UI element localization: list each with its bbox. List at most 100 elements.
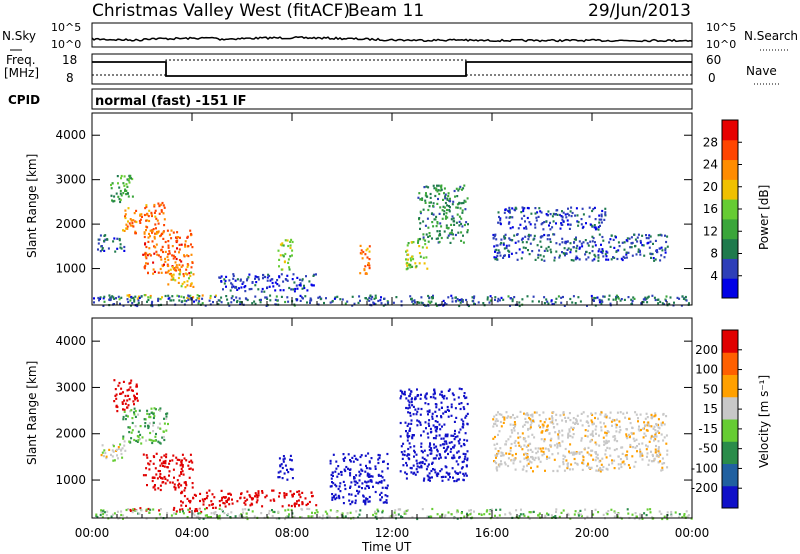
power-cells-cell-6 [238, 287, 240, 290]
vel-cells-cell-10 [670, 514, 673, 517]
vel-cells-cell-3 [182, 473, 185, 476]
vel-cells-cell-9 [652, 435, 655, 439]
vel-cells-cell-10 [377, 510, 380, 513]
power-cells-cell-13 [593, 299, 595, 302]
power-cells-cell-1 [127, 178, 130, 181]
power-cells-cell-6 [262, 277, 264, 280]
colorbar-segment [722, 419, 738, 442]
vel-cells-cell-9 [574, 422, 576, 425]
vel-cells-cell-10 [349, 511, 352, 514]
power-cells-cell-13 [676, 296, 679, 299]
vel-cells-cell-10 [316, 511, 319, 514]
power-cells-cell-3 [142, 253, 145, 256]
power-cells-cell-11 [493, 256, 496, 259]
vel-cells-cell-8 [416, 394, 419, 398]
vel-cells-cell-9 [504, 463, 507, 466]
power-cells-cell-10 [460, 217, 463, 220]
power-cells-cell-13 [183, 299, 186, 302]
vel-cells-cell-4 [183, 489, 186, 492]
vel-cells-cell-9 [553, 458, 556, 461]
vel-cells-cell-9 [576, 422, 579, 425]
power-cells-cell-3 [186, 254, 189, 257]
vel-cells-cell-10 [287, 508, 290, 511]
vel-cells-cell-10 [403, 511, 406, 514]
power-cells-cell-12 [549, 221, 551, 224]
vel-cells-cell-9 [581, 424, 584, 427]
vel-cells-cell-10 [284, 517, 287, 521]
power-cells-cell-11 [509, 238, 512, 241]
colorbar-tick-label: 20 [703, 180, 718, 194]
vel-cells-cell-8 [420, 449, 423, 453]
power-cells-cell-3 [156, 253, 159, 256]
power-cells-cell-3 [189, 234, 192, 237]
power-cells-cell-5 [143, 294, 146, 297]
power-cells-cell-11 [666, 245, 669, 248]
vel-cells-cell-9 [599, 421, 602, 424]
vel-cells-cell-8 [445, 397, 448, 400]
vel-cells-cell-8 [436, 448, 439, 451]
power-cells-cell-13 [334, 296, 337, 299]
vel-cells-cell-8 [428, 445, 431, 448]
power-cells-cell-2 [125, 223, 128, 226]
vel-cells-cell-2 [148, 415, 151, 419]
power-cells-cell-2 [146, 226, 149, 229]
vel-cells-cell-9 [495, 413, 498, 416]
power-cells-cell-6 [292, 288, 295, 291]
vel-cells-cell-8 [408, 442, 411, 445]
power-cells-cell-1 [112, 200, 115, 203]
power-cells-cell-2 [134, 230, 137, 233]
vel-cells-cell-4 [202, 500, 205, 503]
noise-sky-label: N.Sky [2, 29, 36, 43]
vel-cells-cell-9 [493, 443, 496, 446]
power-cells-cell-3 [145, 245, 148, 249]
vel-cells-cell-8 [415, 468, 418, 471]
vel-cells-cell-7 [374, 490, 377, 494]
vel-cells-cell-8 [454, 436, 457, 439]
power-cells-cell-13 [627, 296, 630, 299]
power-cells-cell-11 [628, 237, 631, 240]
power-cells-cell-11 [602, 255, 605, 258]
vel-cells-cell-10 [358, 513, 361, 516]
power-cells-cell-13 [553, 303, 555, 306]
vel-cells-cell-7 [337, 472, 340, 475]
power-cells-cell-12 [498, 215, 500, 219]
power-cells-cell-6 [257, 288, 260, 291]
vel-cells-cell-8 [408, 388, 411, 391]
vel-cells-cell-4 [299, 496, 302, 499]
power-cells-cell-13 [454, 296, 457, 299]
vel-cells-cell-10 [199, 508, 201, 511]
power-cells-cell-13 [226, 298, 229, 301]
vel-cells-cell-9 [497, 452, 500, 455]
vel-cells-cell-9 [661, 462, 664, 465]
vel-cells-cell-1 [130, 379, 133, 382]
vel-cells-cell-10 [504, 513, 507, 516]
vel-cells-cell-9 [621, 452, 624, 455]
power-cells-cell-0 [100, 245, 103, 248]
power-cells-cell-13 [409, 295, 412, 298]
power-cells-cell-10 [421, 198, 424, 201]
vel-cells-cell-9 [656, 430, 659, 433]
power-cells-cell-9 [417, 241, 419, 244]
power-cells-cell-13 [643, 297, 646, 300]
power-cells-cell-11 [623, 241, 626, 244]
power-cells-cell-10 [419, 198, 422, 201]
power-cells-cell-12 [564, 213, 567, 216]
power-cells-cell-10 [449, 241, 452, 244]
vel-cells-cell-9 [569, 468, 571, 471]
vel-cells-cell-9 [527, 427, 530, 431]
power-cells-cell-11 [555, 250, 558, 253]
power-cells-cell-13 [181, 300, 184, 303]
vel-cells-cell-2 [131, 417, 134, 420]
vel-cells-cell-6 [289, 454, 292, 457]
vel-cells-cell-6 [282, 460, 285, 463]
vel-cells-cell-9 [537, 458, 540, 461]
vel-cells-cell-10 [376, 515, 378, 518]
vel-cells-cell-10 [120, 513, 123, 517]
power-cells-cell-13 [329, 301, 332, 304]
power-cells-cell-13 [108, 294, 111, 297]
power-cells-cell-11 [647, 237, 650, 240]
vel-cells-cell-2 [138, 438, 141, 441]
vel-cells-cell-8 [445, 440, 448, 443]
power-cells-cell-13 [654, 298, 657, 302]
power-cells-cell-12 [522, 207, 525, 211]
